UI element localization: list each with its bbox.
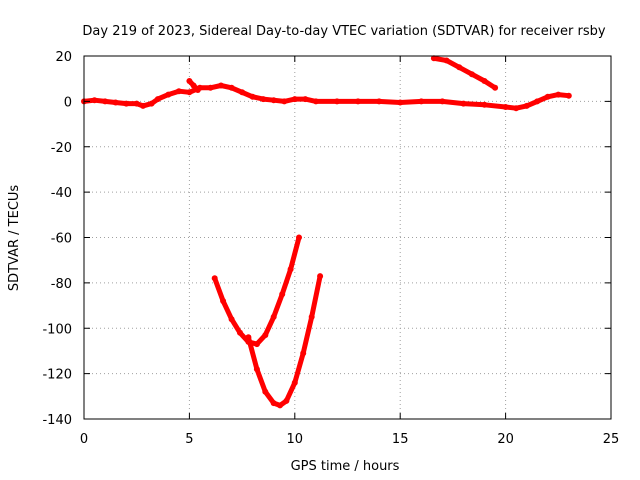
data-point	[502, 104, 509, 110]
data-point	[312, 98, 319, 105]
data-point	[456, 64, 463, 71]
data-point	[123, 100, 130, 107]
data-point	[277, 402, 283, 409]
data-point	[443, 57, 450, 64]
y-tick-label: -100	[42, 322, 72, 337]
data-point	[492, 84, 499, 91]
data-point	[249, 93, 256, 100]
data-point	[291, 96, 298, 103]
data-point	[523, 102, 530, 109]
y-tick-label: -20	[51, 141, 72, 156]
data-point	[165, 91, 172, 98]
data-point	[513, 105, 520, 112]
grid-lines	[84, 56, 611, 419]
data-point	[270, 313, 277, 320]
data-point	[239, 89, 246, 96]
data-point	[140, 102, 146, 109]
data-point	[245, 334, 252, 341]
data-point	[481, 101, 488, 108]
data-point	[291, 379, 298, 386]
x-tick-label: 10	[287, 432, 304, 447]
data-point	[253, 366, 260, 373]
chart-title: Day 219 of 2023, Sidereal Day-to-day VTE…	[82, 24, 605, 39]
data-point	[534, 98, 541, 105]
data-point	[154, 96, 161, 103]
data-point	[148, 100, 155, 107]
y-tick-label: 0	[64, 95, 72, 110]
data-point	[397, 99, 404, 106]
data-point	[296, 234, 302, 241]
data-point	[133, 100, 140, 107]
data-point	[334, 98, 340, 105]
data-point	[283, 397, 290, 404]
data-point	[218, 82, 224, 89]
data-point	[253, 341, 260, 348]
data-point	[565, 92, 572, 99]
data-point	[355, 98, 361, 105]
data-point	[228, 316, 235, 323]
y-tick-label: -60	[51, 232, 72, 247]
y-tick-label: -140	[42, 413, 72, 428]
x-axis-label: GPS time / hours	[291, 459, 400, 474]
data-point	[418, 98, 425, 105]
data-point	[481, 78, 488, 84]
data-point	[430, 55, 437, 62]
data-point	[308, 313, 315, 320]
data-point	[468, 71, 475, 78]
series-second-dip	[245, 273, 323, 408]
data-point	[186, 78, 193, 84]
data-point	[376, 98, 383, 105]
y-axis-label: SDTVAR / TECUs	[7, 185, 22, 292]
data-point	[287, 266, 294, 273]
data-point	[186, 89, 193, 96]
data-point	[211, 275, 218, 282]
x-tick-label: 25	[603, 432, 620, 447]
data-point	[194, 87, 201, 93]
data-point	[102, 98, 109, 105]
axis-ticks: 0 5 10 15 20 25 20 0 -20 -40 -60 -80 -100 -120 -140	[42, 50, 619, 447]
y-tick-label: 20	[55, 50, 72, 65]
data-point	[260, 96, 267, 103]
data-point	[228, 84, 235, 91]
x-tick-label: 20	[497, 432, 514, 447]
y-tick-label: -40	[51, 186, 72, 201]
data-point	[270, 400, 277, 407]
data-point	[220, 298, 227, 304]
data-point	[555, 91, 562, 98]
x-tick-label: 15	[392, 432, 409, 447]
data-point	[460, 100, 467, 107]
data-point	[237, 329, 243, 336]
data-point	[112, 99, 119, 106]
data-point	[270, 97, 277, 104]
data-point	[317, 273, 324, 280]
data-series	[81, 55, 572, 409]
data-point	[544, 93, 551, 100]
data-point	[207, 84, 214, 91]
data-point	[300, 350, 307, 357]
x-tick-label: 0	[80, 432, 88, 447]
data-point	[262, 332, 269, 339]
y-tick-label: -80	[51, 277, 72, 292]
y-tick-label: -120	[42, 368, 72, 383]
data-point	[439, 98, 446, 105]
data-point	[175, 88, 182, 95]
x-tick-label: 5	[185, 432, 193, 447]
data-point	[279, 291, 286, 298]
data-point	[91, 97, 98, 104]
data-point	[262, 388, 269, 395]
data-point	[190, 82, 197, 89]
data-point	[302, 96, 309, 103]
data-point	[281, 98, 288, 105]
